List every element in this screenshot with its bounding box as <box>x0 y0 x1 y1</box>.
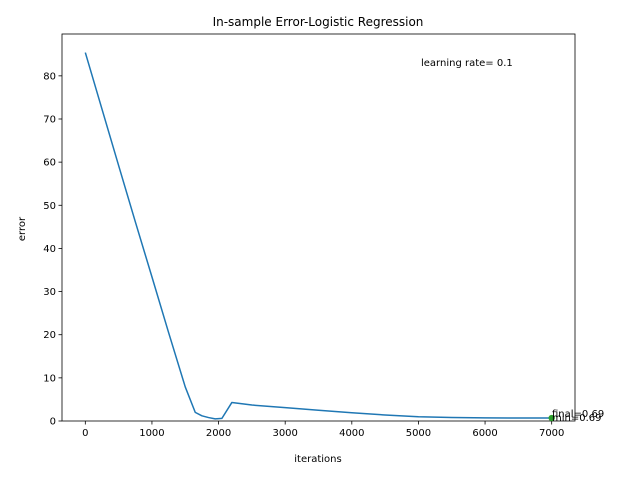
x-axis: 0 1000 2000 3000 4000 5000 6000 7000 <box>82 421 564 439</box>
x-tick-label: 6000 <box>472 428 497 439</box>
final-value-annotation: final=0.69 <box>552 409 604 420</box>
plot-area <box>61 33 576 422</box>
y-tick-label: 0 <box>50 417 56 428</box>
y-tick-label: 60 <box>43 158 56 169</box>
x-tick-label: 7000 <box>539 428 564 439</box>
final-point-marker <box>548 414 555 422</box>
x-tick-label: 2000 <box>206 428 231 439</box>
x-tick-label: 0 <box>82 428 88 439</box>
learning-rate-annotation: learning rate= 0.1 <box>421 58 513 69</box>
x-axis-label: iterations <box>294 454 341 465</box>
y-axis: 0 10 20 30 40 50 60 70 80 <box>43 71 62 428</box>
y-axis-label: error <box>17 216 28 241</box>
y-tick-label: 20 <box>43 330 56 341</box>
y-tick-label: 30 <box>43 287 56 298</box>
y-tick-label: 10 <box>43 373 56 384</box>
series-line-0 <box>84 52 552 420</box>
y-tick-label: 80 <box>43 71 56 82</box>
min-value-annotation: min=0.69 <box>552 413 602 424</box>
chart-title: In-sample Error-Logistic Regression <box>213 15 424 29</box>
y-tick-label: 50 <box>43 201 56 212</box>
plot-frame <box>61 33 576 422</box>
x-tick-label: 4000 <box>339 428 364 439</box>
series-layer <box>84 52 555 422</box>
x-tick-label: 3000 <box>272 428 297 439</box>
x-tick-label: 5000 <box>406 428 431 439</box>
y-tick-label: 40 <box>43 244 56 255</box>
x-tick-label: 1000 <box>139 428 164 439</box>
y-tick-label: 70 <box>43 114 56 125</box>
